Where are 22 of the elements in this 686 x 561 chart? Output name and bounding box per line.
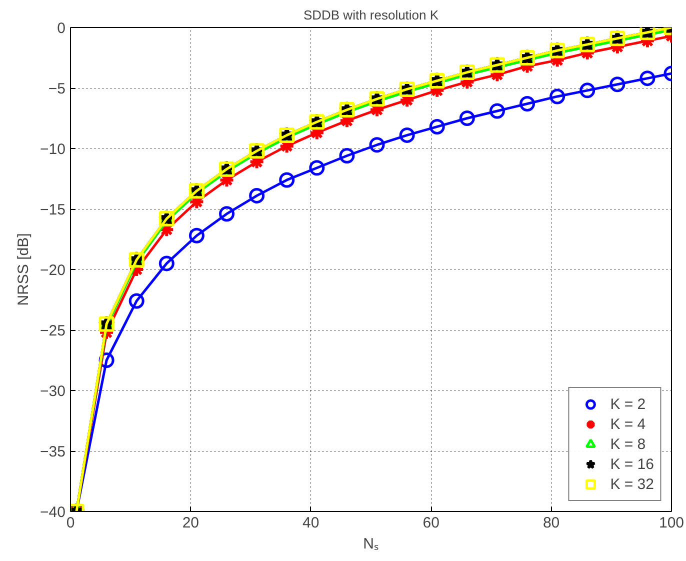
legend-label: K = 4: [610, 416, 646, 432]
legend-label: K = 16: [610, 456, 654, 472]
legend-label: K = 8: [610, 436, 646, 452]
y-tick-label: −30: [40, 383, 66, 400]
x-tick-label: 40: [302, 514, 320, 532]
legend-label: K = 32: [610, 476, 654, 492]
x-tick-label: 20: [182, 514, 200, 532]
y-tick-label: 0: [57, 20, 66, 37]
x-tick-label: 60: [422, 514, 440, 532]
x-tick-label: 100: [658, 514, 684, 532]
y-tick-label: −35: [40, 444, 66, 460]
legend-label: K = 2: [610, 396, 646, 412]
chart-title: SDDB with resolution K: [303, 8, 439, 22]
y-tick-label: −25: [40, 322, 66, 340]
x-tick-label: 80: [542, 514, 560, 532]
y-tick-label: −15: [40, 202, 66, 218]
x-axis-title: Nₛ: [363, 536, 379, 552]
y-axis-title: NRSS [dB]: [15, 233, 32, 306]
y-tick-label: −10: [40, 141, 66, 158]
y-tick-label: −20: [40, 262, 66, 279]
y-tick-label: −5: [48, 80, 66, 98]
y-tick-label: −40: [40, 504, 66, 521]
